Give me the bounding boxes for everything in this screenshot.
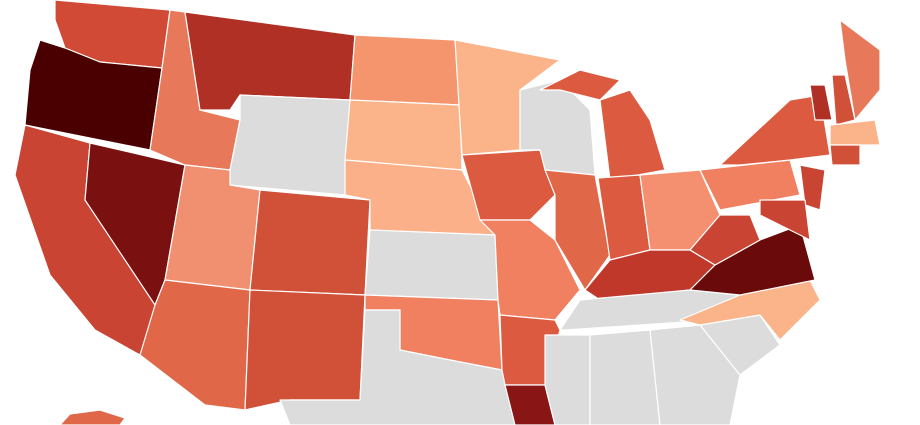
region — [461, 149, 556, 221]
region — [649, 324, 741, 425]
region — [229, 94, 351, 196]
region — [504, 384, 556, 425]
region — [539, 69, 621, 101]
region — [831, 74, 856, 126]
region — [364, 229, 499, 301]
region — [244, 289, 366, 411]
region — [799, 164, 826, 211]
region — [589, 329, 661, 425]
region — [839, 19, 881, 121]
region — [719, 94, 831, 166]
region — [689, 214, 761, 266]
region — [344, 99, 463, 171]
region — [184, 11, 356, 111]
region — [349, 34, 461, 106]
region — [599, 89, 666, 181]
region — [759, 199, 811, 241]
region — [829, 119, 881, 146]
region — [544, 334, 591, 425]
region — [829, 144, 861, 166]
region — [809, 84, 833, 121]
region — [59, 409, 126, 425]
region — [249, 189, 371, 296]
